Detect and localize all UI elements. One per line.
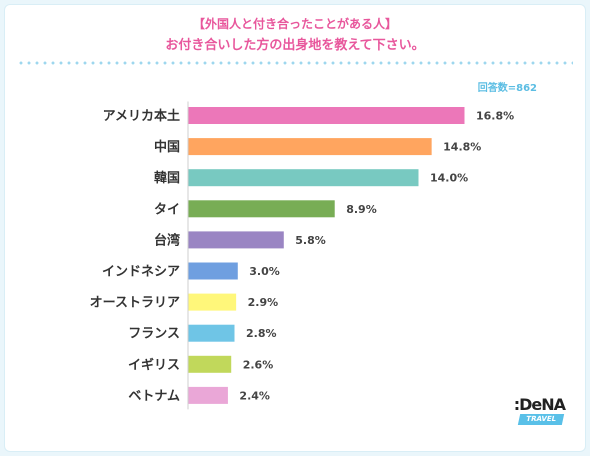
value-label: 3.0% (249, 265, 280, 278)
value-label: 2.6% (243, 358, 274, 371)
dotted-divider (17, 61, 573, 65)
value-label: 16.8% (476, 110, 514, 123)
category-label: 台湾 (154, 232, 180, 248)
bar (188, 231, 284, 249)
respondent-count: 回答数=862 (477, 83, 537, 94)
value-label: 8.9% (346, 203, 377, 216)
bar (188, 293, 237, 311)
bar (188, 107, 465, 124)
chart-card: 【外国人と付き合ったことがある人】 お付き合いした方の出身地を教えて下さい。 回… (4, 4, 586, 452)
category-label: アメリカ本土 (103, 108, 180, 124)
bar (188, 169, 419, 187)
bar (188, 386, 228, 404)
chart-title: お付き合いした方の出身地を教えて下さい。 (165, 38, 425, 53)
bar (188, 138, 432, 156)
bar (188, 200, 335, 218)
bar (188, 355, 232, 373)
category-label: ベトナム (128, 389, 180, 404)
category-label: イギリス (128, 357, 180, 373)
value-label: 2.9% (248, 296, 279, 309)
logo-text: :DeNA (513, 395, 566, 414)
value-label: 2.4% (239, 389, 270, 402)
value-label: 14.0% (430, 172, 468, 185)
value-label: 14.8% (443, 141, 481, 154)
value-label: 2.8% (246, 327, 277, 340)
value-label: 5.8% (295, 234, 326, 247)
bar (188, 324, 235, 342)
dena-travel-logo: :DeNA TRAVEL (509, 395, 566, 431)
bar (188, 262, 238, 280)
category-label: フランス (128, 327, 180, 342)
category-label: インドネシア (102, 265, 180, 280)
category-label: 中国 (154, 139, 180, 155)
category-label: 韓国 (154, 170, 180, 186)
category-label: オーストラリア (90, 296, 180, 311)
chart-subtitle: 【外国人と付き合ったことがある人】 (192, 17, 397, 31)
category-label: タイ (154, 202, 180, 217)
